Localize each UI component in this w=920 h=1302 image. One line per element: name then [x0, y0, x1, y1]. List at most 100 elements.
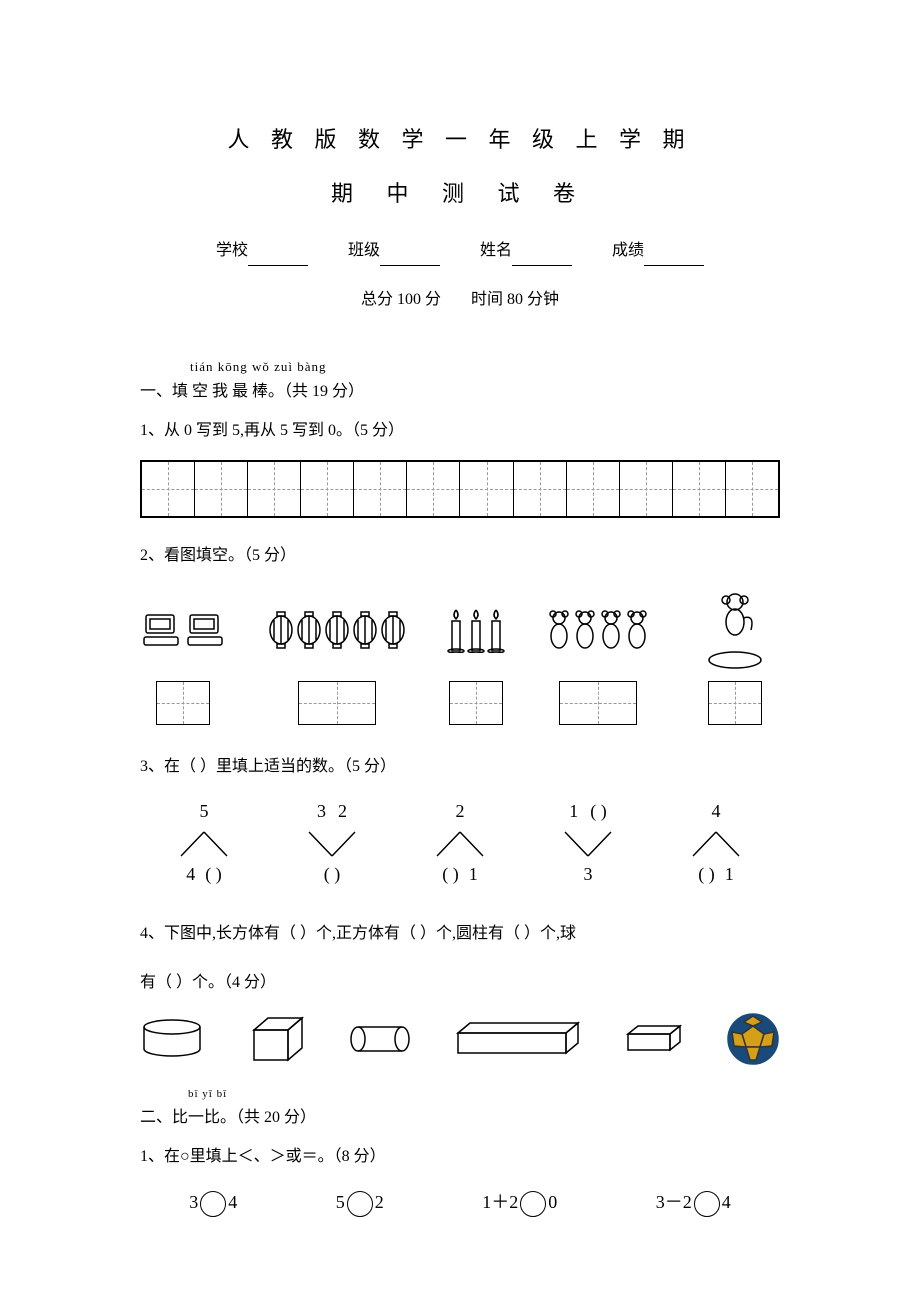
- compare-item: 3－24: [656, 1186, 731, 1218]
- bond-value: 1: [725, 858, 734, 890]
- q1-grid[interactable]: [140, 460, 780, 518]
- bond-lines-icon: [553, 830, 623, 858]
- bond-value: 2: [338, 795, 347, 827]
- s2-q1-text: 1、在○里填上＜、＞或＝。（8 分）: [140, 1143, 780, 1172]
- compare-circle[interactable]: [694, 1191, 720, 1217]
- shape-small-cuboid: [624, 1024, 684, 1065]
- s2-q1-items: 3 4 5 2 1＋2 0 3－24: [140, 1186, 780, 1218]
- grid-cell[interactable]: [460, 462, 513, 516]
- lantern-icon: [352, 610, 378, 650]
- q3-text: 3、在（ ）里填上适当的数。（5 分）: [140, 753, 780, 782]
- shape-cube: [246, 1014, 306, 1075]
- school-blank[interactable]: [248, 248, 308, 266]
- grid-cell[interactable]: [354, 462, 407, 516]
- total-score: 总分 100 分: [361, 291, 441, 308]
- computer-icon: [184, 611, 226, 649]
- plate-icon: [707, 650, 763, 670]
- lantern-icon: [380, 610, 406, 650]
- grid-cell[interactable]: [195, 462, 248, 516]
- compare-left: 3: [189, 1192, 198, 1212]
- mouse-icon: [547, 610, 571, 650]
- q4-text-b: 有（ ）个。（4 分）: [140, 969, 780, 998]
- section1-title: 一、填 空 我 最 棒。（共 19 分）: [140, 378, 780, 407]
- compare-circle[interactable]: [200, 1191, 226, 1217]
- cuboid-icon: [624, 1024, 684, 1054]
- grid-cell[interactable]: [142, 462, 195, 516]
- pic-group-lanterns: [268, 585, 406, 725]
- candle-icon: [467, 607, 485, 653]
- bond-value: 3: [317, 795, 326, 827]
- grid-cell[interactable]: [407, 462, 460, 516]
- grid-cell[interactable]: [726, 462, 778, 516]
- answer-box[interactable]: [708, 681, 762, 725]
- answer-box[interactable]: [559, 681, 637, 725]
- bond-value: ( ): [205, 858, 222, 890]
- compare-right: 2: [375, 1192, 384, 1212]
- answer-box[interactable]: [449, 681, 503, 725]
- answer-box[interactable]: [156, 681, 210, 725]
- main-title-line1: 人 教 版 数 学 一 年 级 上 学 期: [140, 120, 780, 160]
- mouse-icon: [599, 610, 623, 650]
- bond-value: ( ): [324, 858, 341, 890]
- lantern-icon: [296, 610, 322, 650]
- compare-left: 1＋2: [482, 1192, 518, 1212]
- section1-pinyin: tián kōng wǒ zuì bàng: [190, 355, 780, 378]
- q1-text: 1、从 0 写到 5,再从 5 写到 0。（5 分）: [140, 417, 780, 446]
- bond-value: 2: [456, 795, 465, 827]
- bond-value: ( ): [590, 795, 607, 827]
- bond-value: ( ): [442, 858, 459, 890]
- mouse-icon: [625, 610, 649, 650]
- bond-lines-icon: [169, 830, 239, 858]
- grid-cell[interactable]: [248, 462, 301, 516]
- pic-group-monkey-plate: [690, 585, 780, 725]
- score-label: 成绩: [612, 242, 644, 259]
- grid-cell[interactable]: [673, 462, 726, 516]
- name-blank[interactable]: [512, 248, 572, 266]
- bond-lines-icon: [425, 830, 495, 858]
- lantern-icon: [268, 610, 294, 650]
- compare-right: 4: [228, 1192, 237, 1212]
- q2-text: 2、看图填空。（5 分）: [140, 542, 780, 571]
- compare-right: 0: [548, 1192, 557, 1212]
- bond-value: 3: [584, 858, 593, 890]
- number-bond: 32 ( ): [297, 795, 367, 890]
- shape-short-cylinder: [140, 1019, 204, 1070]
- cylinder-icon: [140, 1019, 204, 1059]
- info-row: 学校 班级 姓名 成绩: [140, 237, 780, 266]
- compare-left: 3－2: [656, 1192, 692, 1212]
- grid-cell[interactable]: [567, 462, 620, 516]
- compare-circle[interactable]: [347, 1191, 373, 1217]
- bond-value: 4: [186, 858, 195, 890]
- candle-icon: [487, 607, 505, 653]
- ball-icon: [726, 1012, 780, 1066]
- answer-box[interactable]: [298, 681, 376, 725]
- number-bond: 4 ( ) 1: [681, 795, 751, 890]
- main-title-line2: 期 中 测 试 卷: [140, 174, 780, 214]
- grid-cell[interactable]: [620, 462, 673, 516]
- bond-value: ( ): [698, 858, 715, 890]
- shape-ball: [726, 1012, 780, 1077]
- class-label: 班级: [348, 242, 380, 259]
- grid-cell[interactable]: [301, 462, 354, 516]
- time-limit: 时间 80 分钟: [471, 291, 559, 308]
- bond-value: 5: [200, 795, 209, 827]
- school-label: 学校: [216, 242, 248, 259]
- cylinder-icon: [348, 1025, 410, 1053]
- cube-icon: [246, 1014, 306, 1064]
- bond-value: 1: [469, 858, 478, 890]
- compare-circle[interactable]: [520, 1191, 546, 1217]
- computer-icon: [140, 611, 182, 649]
- q2-pictures: [140, 585, 780, 725]
- name-label: 姓名: [480, 242, 512, 259]
- number-bond: 1( )3: [553, 795, 623, 890]
- grid-cell[interactable]: [514, 462, 567, 516]
- pic-group-mice: [547, 585, 649, 725]
- number-bond: 2 ( ) 1: [425, 795, 495, 890]
- score-blank[interactable]: [644, 248, 704, 266]
- bond-value: 4: [712, 795, 721, 827]
- pic-group-computers: [140, 585, 226, 725]
- section2-pinyin: bǐ yī bǐ: [188, 1085, 780, 1105]
- cuboid-icon: [452, 1021, 582, 1057]
- compare-left: 5: [336, 1192, 345, 1212]
- class-blank[interactable]: [380, 248, 440, 266]
